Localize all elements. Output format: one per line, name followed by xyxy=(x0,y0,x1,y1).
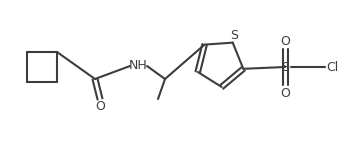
Text: Cl: Cl xyxy=(326,61,338,74)
Text: O: O xyxy=(280,86,290,100)
Text: O: O xyxy=(95,101,105,113)
Text: S: S xyxy=(230,29,238,42)
Text: NH: NH xyxy=(129,59,147,71)
Text: O: O xyxy=(280,35,290,47)
Text: S: S xyxy=(281,61,289,74)
